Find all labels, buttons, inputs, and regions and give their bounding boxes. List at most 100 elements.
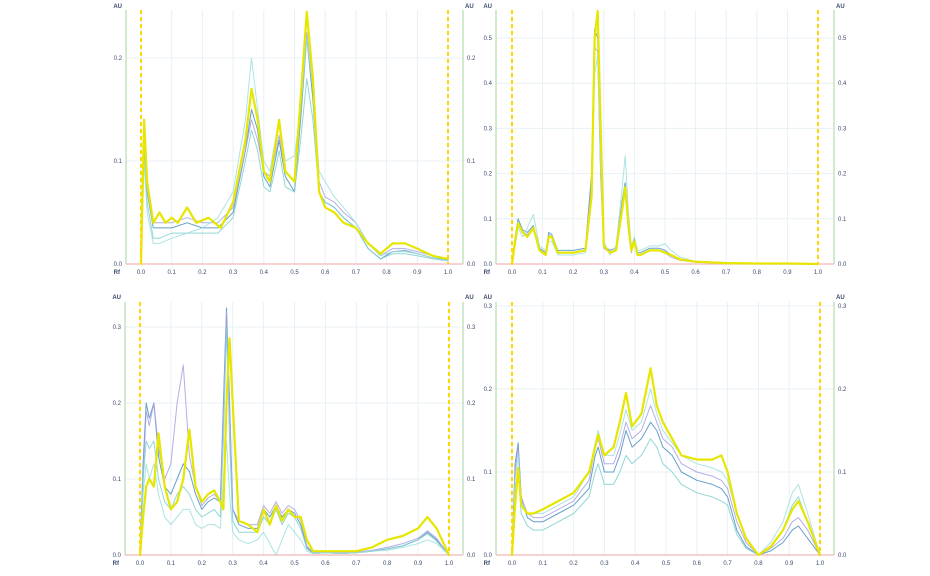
x-axis-label: Rf [113, 561, 120, 567]
series-line-sample-light-teal [139, 440, 450, 556]
y-tick-label-left: 0.1 [484, 217, 493, 223]
y-tick-label-right: 0.0 [838, 262, 847, 268]
x-tick-label: 1.0 [445, 561, 454, 567]
series-line-highlight [510, 367, 822, 557]
x-tick-label: 0.1 [538, 270, 547, 276]
x-axis-label: Rf [114, 270, 121, 276]
x-tick-label: 0.8 [754, 561, 763, 567]
y-tick-label-right: 0.1 [838, 217, 847, 223]
y-tick-label-left: 0.0 [484, 553, 493, 559]
x-tick-label: 0.4 [260, 270, 269, 276]
series-line-sample-teal [140, 78, 449, 265]
x-tick-label: 0.7 [723, 561, 732, 567]
y-tick-label-left: 0.3 [113, 325, 122, 331]
y-tick-label-left: 0.3 [484, 126, 493, 132]
series-line-sample-light-teal [511, 55, 819, 265]
y-tick-label-left: 0.2 [484, 387, 493, 393]
y-tick-label-right: 0.0 [467, 262, 476, 268]
x-tick-label: 0.6 [321, 561, 330, 567]
y-tick-label-right: 0.2 [467, 56, 476, 62]
x-tick-label: 0.7 [352, 561, 361, 567]
y-tick-label-left: 0.0 [114, 262, 123, 268]
x-tick-label: 0.5 [661, 270, 670, 276]
y-tick-label-right: 0.3 [838, 126, 847, 132]
y-tick-label-left: 0.1 [484, 470, 493, 476]
x-tick-label: 1.0 [816, 561, 825, 567]
x-tick-label: 0.5 [290, 561, 299, 567]
x-tick-label: 0.5 [662, 561, 671, 567]
x-tick-label: 0.1 [168, 270, 177, 276]
x-tick-label: 0.6 [691, 270, 700, 276]
y-axis-unit-right: AU [836, 4, 845, 10]
x-tick-label: 0.9 [413, 270, 422, 276]
x-axis-label: Rf [484, 270, 491, 276]
chart-panel-bottom-right: 0.0 0.1 0.2 0.3 0.4 0.5 0.6 0.7 0.8 0.9 1.0 0.0 0.0 0… [483, 295, 847, 567]
x-axis-label: Rf [484, 561, 491, 567]
y-tick-label-right: 0.3 [838, 304, 847, 310]
y-tick-label-right: 0.2 [838, 387, 847, 393]
y-axis-unit-left: AU [113, 4, 122, 10]
x-tick-label: 0.8 [383, 561, 392, 567]
y-axis-unit-right: AU [465, 295, 474, 301]
x-tick-label: 0.8 [753, 270, 762, 276]
x-tick-label: 0.4 [259, 561, 268, 567]
y-tick-label-right: 0.1 [467, 159, 476, 165]
x-tick-label: 0.3 [600, 561, 609, 567]
x-tick-label: 0.0 [137, 270, 146, 276]
x-tick-label: 0.2 [569, 270, 578, 276]
y-tick-label-left: 0.2 [113, 401, 122, 407]
y-tick-label-left: 0.0 [484, 262, 493, 268]
x-tick-label: 0.3 [229, 270, 238, 276]
y-axis-unit-left: AU [483, 295, 492, 301]
x-tick-label: 0.7 [352, 270, 361, 276]
y-tick-label-right: 0.2 [467, 401, 476, 407]
chart-panel-top-left: 0.0 0.1 0.2 0.3 0.4 0.5 0.6 0.7 0.8 0.9 1.0 0.0 0.0 0… [113, 4, 476, 276]
x-tick-label: 0.9 [414, 561, 423, 567]
x-tick-label: 0.6 [321, 270, 330, 276]
y-tick-label-left: 0.3 [484, 304, 493, 310]
x-tick-label: 0.3 [229, 561, 238, 567]
x-tick-label: 0.5 [290, 270, 299, 276]
y-tick-label-left: 0.2 [114, 56, 123, 62]
x-tick-label: 0.2 [198, 270, 207, 276]
series-line-highlight [138, 337, 451, 557]
y-tick-label-left: 0.1 [113, 477, 122, 483]
x-tick-label: 0.4 [631, 561, 640, 567]
y-tick-label-left: 0.4 [484, 81, 493, 87]
x-tick-label: 0.6 [693, 561, 702, 567]
x-tick-label: 1.0 [444, 270, 453, 276]
series-line-highlight [510, 9, 820, 266]
y-tick-label-left: 0.1 [114, 159, 123, 165]
y-axis-unit-left: AU [483, 4, 492, 10]
y-axis-unit-right: AU [465, 4, 474, 10]
y-tick-label-right: 0.5 [838, 36, 847, 42]
x-tick-label: 0.0 [136, 561, 145, 567]
y-tick-label-left: 0.0 [113, 553, 122, 559]
x-tick-label: 0.7 [722, 270, 731, 276]
y-tick-label-right: 0.1 [838, 470, 847, 476]
x-tick-label: 0.0 [508, 270, 517, 276]
y-tick-label-right: 0.4 [838, 81, 847, 87]
x-tick-label: 0.4 [630, 270, 639, 276]
y-tick-label-right: 0.0 [467, 553, 476, 559]
y-axis-unit-left: AU [112, 295, 121, 301]
x-tick-label: 1.0 [814, 270, 823, 276]
y-tick-label-left: 0.2 [484, 172, 493, 178]
y-tick-label-right: 0.1 [467, 477, 476, 483]
x-tick-label: 0.9 [783, 270, 792, 276]
y-tick-label-left: 0.5 [484, 36, 493, 42]
x-tick-label: 0.2 [198, 561, 207, 567]
x-tick-label: 0.8 [382, 270, 391, 276]
chart-panel-top-right: 0.0 0.1 0.2 0.3 0.4 0.5 0.6 0.7 0.8 0.9 1.0 0.0 0.0 0… [483, 4, 847, 276]
x-tick-label: 0.9 [785, 561, 794, 567]
chart-panel-bottom-left: 0.0 0.1 0.2 0.3 0.4 0.5 0.6 0.7 0.8 0.9 1.0 0.0 0.0 0… [112, 295, 476, 567]
y-tick-label-right: 0.2 [838, 172, 847, 178]
x-tick-label: 0.3 [600, 270, 609, 276]
x-tick-label: 0.2 [569, 561, 578, 567]
y-tick-label-right: 0.3 [467, 325, 476, 331]
series-line-highlight [139, 10, 450, 266]
x-tick-label: 0.1 [167, 561, 176, 567]
y-axis-unit-right: AU [836, 295, 845, 301]
y-tick-label-right: 0.0 [838, 553, 847, 559]
